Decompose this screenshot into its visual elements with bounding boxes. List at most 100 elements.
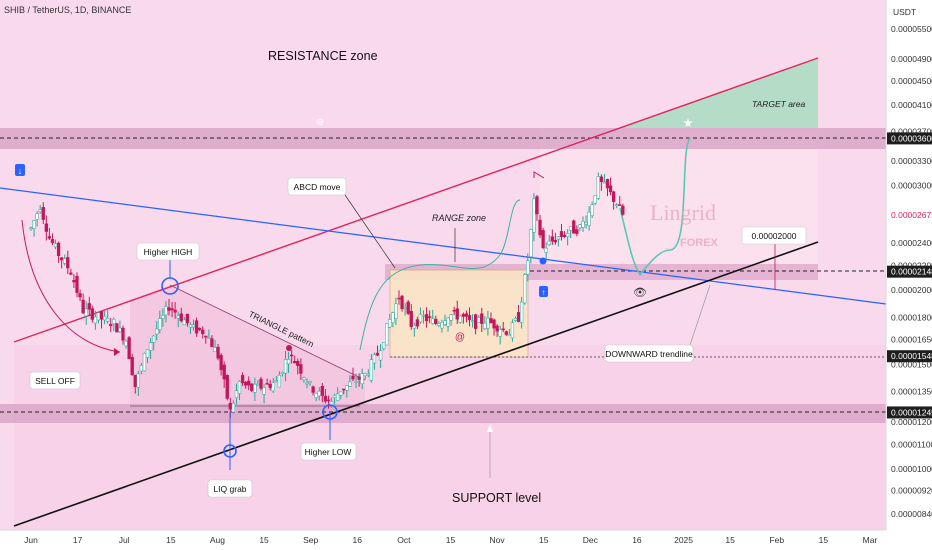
candle-body — [483, 322, 487, 330]
candle-body — [56, 242, 61, 257]
candle-body — [188, 324, 193, 328]
candle-body — [369, 359, 374, 381]
candle-body — [66, 257, 70, 269]
candle-body — [96, 312, 101, 321]
candles-group — [29, 172, 625, 418]
candle-body — [63, 258, 67, 264]
candle-body — [216, 346, 220, 359]
y-tick-label: 0.00002200 — [891, 260, 932, 270]
candle-body — [213, 347, 217, 352]
candle-body — [290, 354, 294, 357]
projection-path — [619, 137, 691, 277]
candle-body — [437, 323, 441, 326]
candle-body — [400, 295, 404, 309]
trendline-touch-dot — [539, 257, 547, 265]
candle-body — [578, 224, 582, 229]
candle-body — [182, 319, 186, 326]
candle-body — [99, 311, 104, 320]
candle-body — [526, 260, 530, 275]
candle-body — [69, 272, 73, 275]
candle-body — [480, 313, 484, 324]
y-tick-label: 0.00001200 — [891, 417, 932, 427]
candle-body — [41, 207, 45, 220]
candle-body — [492, 319, 496, 329]
candle-body — [391, 312, 395, 323]
candle-body — [133, 374, 137, 388]
candle-body — [431, 318, 435, 324]
candle-body — [378, 350, 383, 361]
candle-body — [75, 275, 79, 293]
downward-pointer — [689, 284, 711, 346]
candle-body — [121, 327, 125, 341]
higher-high-label: Higher HIGH — [144, 247, 193, 257]
candle-body — [148, 342, 153, 351]
x-tick-label: Oct — [397, 535, 411, 545]
candle-body — [615, 204, 619, 207]
x-tick-label: Jul — [119, 535, 130, 545]
candle-body — [354, 381, 358, 383]
candle-body — [237, 381, 242, 394]
candle-body — [357, 376, 361, 380]
y-tick-label: 0.00003000 — [891, 180, 932, 190]
candle-body — [348, 381, 352, 387]
x-tick-label: 15 — [819, 535, 829, 545]
candle-body — [470, 320, 475, 322]
y-tick-label: 0.00001650 — [891, 335, 932, 345]
candle-body — [305, 382, 309, 385]
candle-body — [240, 375, 245, 384]
triangle-upper — [169, 284, 366, 381]
currency-label[interactable]: USDT — [893, 7, 916, 17]
symbol-title[interactable]: SHIB / TetherUS, 1D, BINANCE — [4, 5, 131, 15]
candle-body — [130, 357, 134, 376]
candle-body — [155, 328, 159, 335]
candle-body — [280, 372, 285, 375]
up-flag-icon — [539, 286, 548, 297]
candle-body — [385, 323, 389, 346]
candle-body — [345, 385, 349, 391]
candle-body — [142, 353, 147, 372]
candle-body — [53, 243, 58, 248]
candle-body — [556, 236, 561, 240]
candle-body — [219, 354, 223, 371]
candle-body — [145, 349, 150, 358]
y-tick-label: 0.00001000 — [891, 464, 932, 474]
candle-body — [222, 364, 226, 380]
candle-body — [179, 313, 183, 322]
candle-body — [164, 306, 168, 316]
candle-body — [544, 247, 548, 253]
range-zone-label: RANGE zone — [432, 213, 486, 223]
candle-body — [271, 382, 275, 392]
projection-shade — [540, 130, 818, 280]
candle-body — [127, 337, 131, 360]
y-tick-label: 0.00001100 — [891, 439, 932, 449]
y-tick-label: 0.00002000 — [891, 285, 932, 295]
resistance-zone-label: RESISTANCE zone — [268, 49, 378, 63]
abcd-label: ABCD move — [294, 182, 341, 192]
lower-shade — [14, 345, 886, 530]
candle-body — [317, 390, 321, 397]
candle-body — [477, 317, 481, 323]
candle-body — [102, 316, 107, 321]
x-tick-label: Mar — [863, 535, 878, 545]
candle-body — [173, 309, 177, 313]
price-tag-group: 0.00003600 0.00002677 0.00002148 0.00001548… — [887, 132, 932, 419]
candle-body — [268, 383, 272, 388]
x-tick-label: 15 — [259, 535, 269, 545]
candle-body — [256, 383, 260, 386]
candle-body — [158, 318, 162, 330]
candle-body — [250, 383, 254, 392]
candle-body — [299, 364, 303, 374]
candle-body — [60, 257, 64, 261]
candle-body — [78, 293, 82, 298]
down-arrow-icon: ↓ — [18, 166, 23, 176]
candle-body — [93, 316, 98, 324]
target-area-label: TARGET area — [752, 99, 805, 109]
y-tick-label: 0.00001350 — [891, 387, 932, 397]
candle-body — [234, 390, 239, 399]
candle-body — [342, 388, 346, 391]
star-icon: ★ — [683, 116, 694, 130]
candle-body — [136, 373, 140, 388]
candle-body — [621, 205, 625, 215]
